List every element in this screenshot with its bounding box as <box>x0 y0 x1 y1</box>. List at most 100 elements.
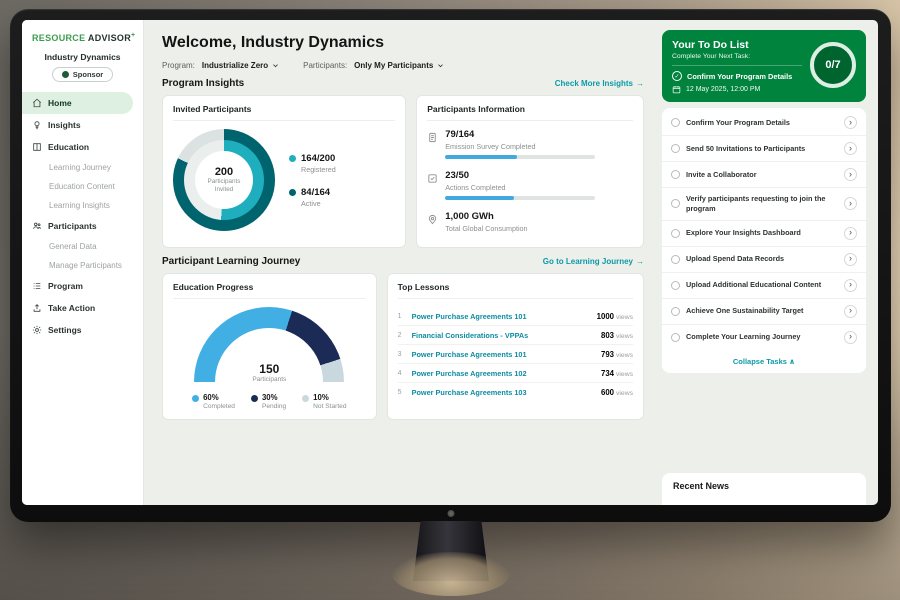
task-label: Verify participants requesting to join t… <box>686 194 826 213</box>
collapse-tasks-link[interactable]: Collapse Tasks ∧ <box>662 350 866 372</box>
upload-icon <box>32 303 42 313</box>
task-checkbox[interactable] <box>671 332 680 342</box>
lesson-link[interactable]: Power Purchase Agreements 103 <box>412 388 595 397</box>
check-more-insights-link[interactable]: Check More Insights → <box>555 79 644 88</box>
info-row-actions: 23/50 Actions Completed <box>427 170 633 200</box>
pending-value: 30% <box>261 393 278 402</box>
sidebar-item-label: Take Action <box>48 303 96 313</box>
task-chevron-button[interactable]: › <box>844 278 857 292</box>
task-chevron-button[interactable]: › <box>844 330 857 344</box>
sidebar-item-learning-journey[interactable]: Learning Journey <box>22 158 143 177</box>
program-select-value: Industrialize Zero <box>201 61 269 70</box>
sidebar-item-education-content[interactable]: Education Content <box>22 177 143 196</box>
task-chevron-button[interactable]: › <box>844 197 857 211</box>
info-row-survey: 79/164 Emission Survey Completed <box>427 129 633 159</box>
task-chevron-button[interactable]: › <box>844 116 857 129</box>
chevron-down-icon <box>437 62 444 69</box>
invited-card-title: Invited Participants <box>173 104 396 121</box>
task-row[interactable]: Upload Spend Data Records › <box>662 247 866 273</box>
sidebar-item-participants[interactable]: Participants <box>22 215 143 237</box>
education-center-value: 150 <box>259 362 280 376</box>
sidebar-item-label: Home <box>48 98 72 108</box>
lesson-link[interactable]: Power Purchase Agreements 101 <box>412 350 595 359</box>
lesson-link[interactable]: Power Purchase Agreements 102 <box>412 369 595 378</box>
task-checkbox[interactable] <box>671 144 680 153</box>
task-row[interactable]: Complete Your Learning Journey › <box>662 325 866 350</box>
program-select[interactable]: Industrialize Zero <box>202 61 279 70</box>
task-checkbox[interactable] <box>671 254 680 264</box>
program-insights-title: Program Insights <box>162 78 245 89</box>
sidebar-item-insights[interactable]: Insights <box>22 114 143 136</box>
sidebar-item-education[interactable]: Education <box>22 136 143 158</box>
task-checkbox[interactable] <box>671 306 680 316</box>
home-icon <box>32 98 42 108</box>
lesson-views: 803 <box>600 330 614 340</box>
sidebar-item-label: Program <box>48 281 83 291</box>
legend-registered: 164/200 Registered <box>289 153 336 174</box>
task-chevron-button[interactable]: › <box>844 142 857 155</box>
task-row[interactable]: Confirm Your Program Details › <box>662 110 866 136</box>
task-chevron-button[interactable]: › <box>844 168 857 181</box>
task-checkbox[interactable] <box>671 170 680 179</box>
sidebar-item-learning-insights[interactable]: Learning Insights <box>22 196 143 215</box>
lesson-views: 793 <box>600 349 614 359</box>
lesson-row: 4 Power Purchase Agreements 102 734 views <box>397 364 633 383</box>
survey-progress-track <box>445 155 596 159</box>
invited-donut-inner: 200 Participants Invited <box>184 140 264 220</box>
sidebar-item-settings[interactable]: Settings <box>22 319 143 341</box>
sidebar-item-label: Settings <box>48 325 82 335</box>
lesson-rank: 5 <box>397 388 402 396</box>
task-checkbox[interactable] <box>671 228 680 238</box>
task-checkbox[interactable] <box>671 280 680 290</box>
task-row[interactable]: Upload Additional Educational Content › <box>662 273 866 299</box>
sidebar-item-general-data[interactable]: General Data <box>22 237 143 256</box>
survey-icon <box>427 130 438 143</box>
task-chevron-button[interactable]: › <box>844 304 857 318</box>
task-row[interactable]: Achieve One Sustainability Target › <box>662 299 866 325</box>
active-value: 84/164 <box>301 186 331 198</box>
task-row[interactable]: Explore Your Insights Dashboard › <box>662 221 866 247</box>
survey-value: 79/164 <box>445 129 475 140</box>
consumption-value: 1,000 GWh <box>445 211 494 222</box>
sidebar-item-home[interactable]: Home <box>22 92 133 114</box>
sidebar-item-manage-participants[interactable]: Manage Participants <box>22 256 143 275</box>
participants-select[interactable]: Only My Participants <box>354 61 444 70</box>
lesson-views-label: views <box>616 370 633 378</box>
chevron-down-icon <box>272 62 279 69</box>
task-row[interactable]: Verify participants requesting to join t… <box>662 188 866 221</box>
task-checkbox[interactable] <box>671 199 680 209</box>
lesson-views-label: views <box>616 389 633 397</box>
task-row[interactable]: Invite a Collaborator › <box>662 162 866 188</box>
todo-title: Your To Do List <box>672 39 749 51</box>
participants-filter-label: Participants: <box>303 61 348 70</box>
logo-primary: RESOURCE <box>32 33 86 43</box>
task-checkbox[interactable] <box>671 118 680 127</box>
completed-dot <box>192 395 200 402</box>
app-logo: RESOURCE ADVISOR+ <box>22 30 143 49</box>
task-chevron-button[interactable]: › <box>844 226 857 240</box>
sidebar-item-program[interactable]: Program <box>22 275 143 297</box>
lessons-card-title: Top Lessons <box>397 282 633 299</box>
lesson-link[interactable]: Financial Considerations - VPPAs <box>412 331 595 340</box>
participants-information-card: Participants Information 79/164 Emission… <box>416 95 644 248</box>
sponsor-badge: Sponsor <box>51 67 114 82</box>
survey-progress-fill <box>445 155 518 159</box>
lesson-row: 5 Power Purchase Agreements 103 600 views <box>398 383 633 401</box>
recent-news-card[interactable]: Recent News <box>662 473 866 505</box>
sidebar-item-label: Learning Insights <box>49 201 110 210</box>
go-to-learning-journey-link[interactable]: Go to Learning Journey → <box>543 257 644 266</box>
next-task[interactable]: ✓ Confirm Your Program Details <box>672 71 812 81</box>
sidebar-item-label: Learning Journey <box>49 163 111 172</box>
sidebar-item-take-action[interactable]: Take Action <box>22 297 143 319</box>
lesson-views: 734 <box>600 368 614 378</box>
task-row[interactable]: Send 50 Invitations to Participants › <box>662 136 866 162</box>
lesson-link[interactable]: Power Purchase Agreements 101 <box>412 312 591 321</box>
education-card-title: Education Progress <box>173 282 366 299</box>
chevron-right-icon: › <box>849 331 852 342</box>
check-circle-icon: ✓ <box>672 71 682 81</box>
sponsor-badge-icon <box>61 71 69 78</box>
completed-label: Completed <box>203 403 235 410</box>
task-chevron-button[interactable]: › <box>844 252 857 266</box>
lesson-rank: 4 <box>397 369 402 377</box>
